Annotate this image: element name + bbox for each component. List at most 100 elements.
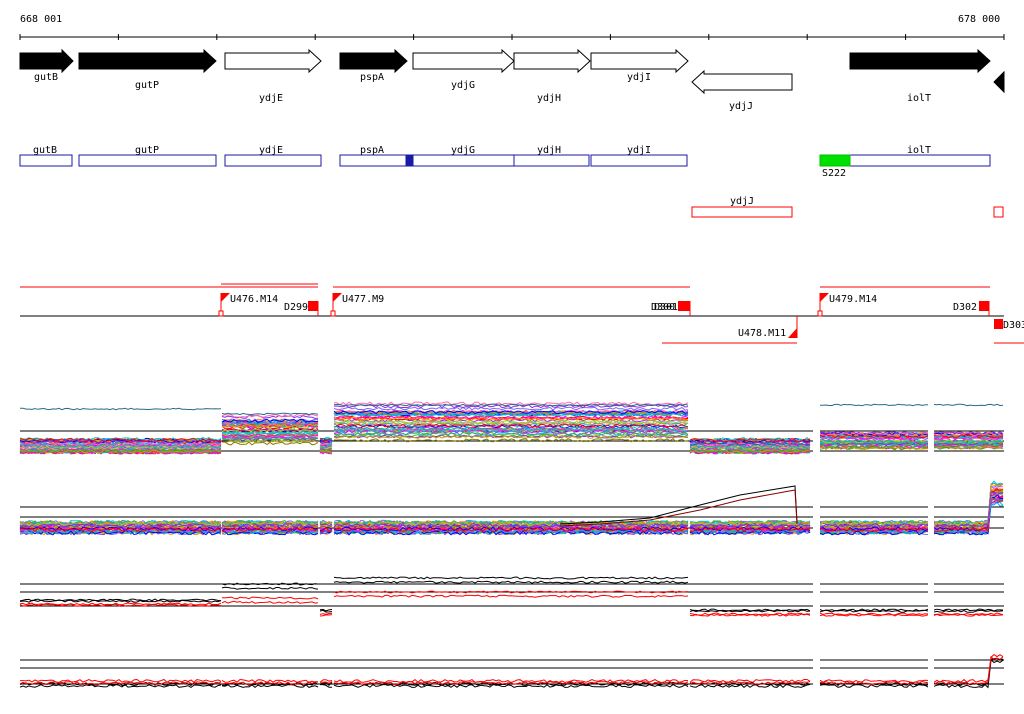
gene-arrow[interactable] — [339, 48, 408, 74]
terminator-label: D302 — [953, 302, 977, 313]
expression-series-line — [19, 594, 1004, 617]
expression-series-line — [19, 488, 1004, 533]
feature-label: pspA — [360, 145, 384, 156]
gene-label: ydjG — [451, 80, 475, 91]
gene-label: ydjJ — [729, 101, 753, 112]
feature-box-iolT[interactable]: iolT — [849, 145, 991, 167]
expression-panel-stress-series — [19, 480, 1004, 536]
operon-track: U476.M14 U477.M9 U479.M14 U478.M11 D299 — [20, 283, 1024, 344]
feature-box-ydjI[interactable]: ydjI — [590, 145, 688, 167]
gene-arrow[interactable] — [412, 48, 515, 74]
expression-series-line — [19, 483, 1004, 527]
promoter-U478-M11[interactable]: U478.M11 — [738, 316, 798, 339]
expression-panel-summary-b — [19, 653, 1004, 689]
gene-iolT[interactable]: iolT — [849, 48, 991, 104]
feature-label: gutB — [33, 145, 57, 156]
gene-arrow[interactable] — [993, 70, 1005, 94]
terminator-label: D300 — [651, 302, 675, 313]
expression-series-line — [20, 653, 1004, 684]
expression-series-line — [20, 403, 1004, 446]
gene-arrow[interactable] — [513, 48, 591, 74]
expression-series-line — [19, 404, 1004, 444]
feature-box-gutP[interactable]: gutP — [78, 145, 217, 167]
gene-ydjJ[interactable]: ydjJ — [691, 69, 793, 112]
expression-series-line — [19, 431, 1004, 453]
terminator-D302[interactable]: D302 — [953, 301, 990, 316]
feature-box-ydjG[interactable]: ydjG — [405, 145, 515, 167]
feature-track: gutB gutP ydjE pspA ydjG ydjH ydjI — [19, 145, 1004, 218]
promoter-U476-M14[interactable]: U476.M14 — [218, 293, 278, 317]
expression-panels — [19, 395, 1004, 705]
ruler-start-coordinate: 668 001 — [20, 14, 62, 25]
promoter-label: U478.M11 — [738, 328, 786, 339]
expression-series-line — [19, 658, 1004, 689]
expression-series-line — [19, 427, 1004, 442]
feature-box-pspA[interactable]: pspA — [339, 145, 414, 167]
gene-label: ydjE — [259, 93, 283, 104]
feature-label: ydjJ — [730, 196, 754, 207]
terminator-D303[interactable]: D303 — [994, 319, 1024, 331]
terminator-label: D299 — [284, 302, 308, 313]
terminator-label: D303 — [1003, 320, 1024, 331]
expression-series-line — [19, 480, 1004, 526]
gene-label: gutP — [135, 80, 159, 91]
expression-series-line — [19, 483, 1004, 525]
feature-label: gutP — [135, 145, 159, 156]
gene-arrow[interactable] — [590, 48, 689, 74]
feature-box-S222[interactable]: S222 — [819, 154, 851, 179]
expression-series-line — [559, 489, 798, 527]
feature-label: iolT — [907, 145, 931, 156]
expression-series-line — [19, 423, 1004, 442]
promoter-U479-M14[interactable]: U479.M14 — [817, 293, 877, 317]
promoter-label: U476.M14 — [230, 294, 278, 305]
gene-arrow[interactable] — [78, 48, 217, 74]
expression-series-line — [19, 491, 1004, 529]
expression-series-line — [19, 482, 1004, 526]
feature-box-gutB[interactable]: gutB — [19, 145, 73, 167]
gene-gutB[interactable]: gutB — [19, 48, 74, 83]
feature-box-partial-right[interactable] — [993, 206, 1004, 218]
feature-label: ydjH — [537, 145, 561, 156]
gene-label: ydjI — [627, 72, 651, 83]
expression-series-line — [19, 580, 1004, 613]
expression-panel-summary-a — [19, 576, 1004, 617]
expression-series-line — [19, 657, 1004, 687]
expression-panel-all-series — [19, 401, 1004, 455]
gene-gutP[interactable]: gutP — [78, 48, 217, 91]
promoter-U477-M9[interactable]: U477.M9 — [330, 293, 384, 317]
gene-ydjH[interactable]: ydjH — [513, 48, 591, 104]
gene-label: ydjH — [537, 93, 561, 104]
ruler-end-coordinate: 678 000 — [958, 14, 1000, 25]
gene-partial-right-edge[interactable] — [993, 70, 1005, 94]
feature-box-ydjJ[interactable]: ydjJ — [691, 196, 793, 218]
feature-box-ydjH[interactable]: ydjH — [513, 145, 590, 167]
expression-series-line — [19, 492, 1004, 527]
feature-label: ydjG — [451, 145, 475, 156]
expression-series-line — [19, 655, 1004, 686]
expression-series-line — [19, 420, 1004, 450]
expression-series-line — [19, 576, 1004, 612]
gene-arrow[interactable] — [19, 48, 74, 74]
feature-label: S222 — [822, 168, 846, 179]
gene-arrow[interactable] — [849, 48, 991, 74]
gene-ydjE[interactable]: ydjE — [224, 48, 322, 104]
gene-ydjI[interactable]: ydjI — [590, 48, 689, 83]
terminator-label: D301 — [654, 302, 678, 313]
gene-track: gutB gutP ydjE pspA ydjG ydjH yd — [19, 48, 1005, 112]
gene-arrow[interactable] — [691, 69, 793, 95]
feature-label: ydjI — [627, 145, 651, 156]
expression-series-line — [19, 426, 1004, 449]
gene-label: gutB — [34, 72, 58, 83]
gene-ydjG[interactable]: ydjG — [412, 48, 515, 91]
coordinate-ruler: 668 001 678 000 — [19, 14, 1005, 40]
promoter-label: U477.M9 — [342, 294, 384, 305]
gene-pspA[interactable]: pspA — [339, 48, 408, 83]
feature-box-ydjE[interactable]: ydjE — [224, 145, 322, 167]
promoter-label: U479.M14 — [829, 294, 877, 305]
terminator-D299[interactable]: D299 — [284, 301, 319, 316]
terminator-D301[interactable]: D301 — [654, 301, 691, 316]
expression-series-line — [559, 485, 798, 525]
gene-label: pspA — [360, 72, 384, 83]
feature-label: ydjE — [259, 145, 283, 156]
gene-arrow[interactable] — [224, 48, 322, 74]
